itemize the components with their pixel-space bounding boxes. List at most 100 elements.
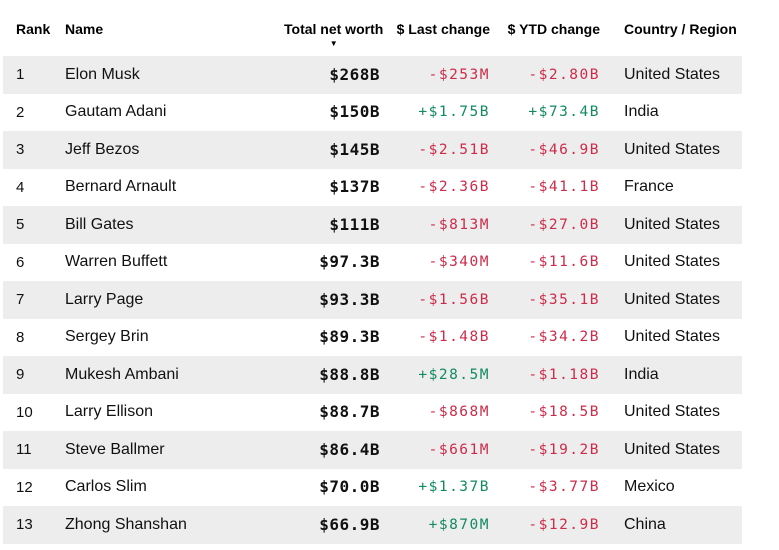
cell-last-change: +$1.75B — [418, 104, 490, 120]
cell-last-change: -$340M — [428, 254, 490, 270]
table-row[interactable]: 13 Zhong Shanshan $66.9B +$870M -$12.9B … — [3, 506, 742, 544]
cell-ytd-change: -$46.9B — [528, 141, 600, 158]
cell-ytd-change: -$3.77B — [528, 479, 600, 495]
cell-net-worth: $111B — [329, 214, 380, 234]
cell-country: United States — [624, 403, 721, 421]
cell-name: Larry Page — [65, 290, 144, 308]
cell-name: Elon Musk — [65, 65, 140, 83]
cell-rank: 6 — [16, 253, 25, 271]
cell-rank: 7 — [16, 291, 25, 309]
table-header: Rank Name Total net worth ▼ $ Last chang… — [3, 0, 742, 56]
cell-country: India — [624, 103, 659, 121]
cell-rank: 2 — [16, 103, 25, 121]
cell-rank: 3 — [16, 141, 25, 159]
cell-name: Zhong Shanshan — [65, 515, 187, 533]
cell-rank: 11 — [16, 441, 32, 459]
table-row[interactable]: 7 Larry Page $93.3B -$1.56B -$35.1B Unit… — [3, 281, 742, 319]
table-row[interactable]: 4 Bernard Arnault $137B -$2.36B -$41.1B … — [3, 168, 742, 206]
cell-name: Sergey Brin — [65, 328, 149, 346]
cell-name: Gautam Adani — [65, 103, 167, 121]
cell-country: United States — [624, 328, 721, 346]
column-header-net-worth-label: Total net worth — [284, 21, 384, 37]
sort-desc-icon: ▼ — [329, 39, 338, 48]
cell-ytd-change: -$12.9B — [528, 516, 600, 533]
cell-net-worth: $88.7B — [319, 402, 380, 422]
cell-net-worth: $145B — [329, 139, 380, 159]
billionaires-table: Rank Name Total net worth ▼ $ Last chang… — [3, 0, 742, 544]
cell-ytd-change: -$18.5B — [528, 404, 600, 420]
table-row[interactable]: 6 Warren Buffett $97.3B -$340M -$11.6B U… — [3, 243, 742, 281]
cell-name: Steve Ballmer — [65, 440, 165, 458]
cell-country: United States — [624, 253, 721, 271]
cell-country: United States — [624, 215, 721, 233]
cell-ytd-change: -$35.1B — [528, 291, 600, 308]
cell-rank: 1 — [16, 66, 25, 84]
cell-last-change: -$2.51B — [418, 141, 490, 158]
table-row[interactable]: 12 Carlos Slim $70.0B +$1.37B -$3.77B Me… — [3, 468, 742, 506]
table-row[interactable]: 10 Larry Ellison $88.7B -$868M -$18.5B U… — [3, 393, 742, 431]
column-header-ytd-change[interactable]: $ YTD change — [507, 21, 600, 37]
cell-last-change: -$1.48B — [418, 329, 490, 345]
table-row[interactable]: 11 Steve Ballmer $86.4B -$661M -$19.2B U… — [3, 431, 742, 469]
cell-net-worth: $66.9B — [319, 514, 380, 534]
cell-last-change: -$1.56B — [418, 291, 490, 308]
cell-ytd-change: -$34.2B — [528, 329, 600, 345]
column-header-last-change[interactable]: $ Last change — [396, 21, 490, 37]
cell-ytd-change: -$1.18B — [528, 366, 600, 383]
cell-net-worth: $137B — [329, 177, 380, 197]
cell-last-change: -$813M — [428, 216, 490, 233]
cell-net-worth: $150B — [329, 102, 380, 122]
cell-country: Mexico — [624, 478, 675, 496]
table-row[interactable]: 2 Gautam Adani $150B +$1.75B +$73.4B Ind… — [3, 93, 742, 131]
cell-net-worth: $89.3B — [319, 327, 380, 347]
cell-name: Carlos Slim — [65, 478, 147, 496]
cell-last-change: +$1.37B — [418, 479, 490, 495]
cell-name: Larry Ellison — [65, 403, 154, 421]
table-row[interactable]: 3 Jeff Bezos $145B -$2.51B -$46.9B Unite… — [3, 131, 742, 169]
cell-ytd-change: -$41.1B — [528, 179, 600, 195]
cell-name: Warren Buffett — [65, 253, 168, 271]
cell-net-worth: $88.8B — [319, 364, 380, 384]
cell-last-change: +$870M — [428, 516, 490, 533]
cell-last-change: -$253M — [428, 66, 490, 83]
cell-rank: 8 — [16, 328, 25, 346]
cell-last-change: -$661M — [428, 441, 490, 458]
cell-rank: 9 — [16, 366, 25, 384]
cell-ytd-change: -$11.6B — [528, 254, 600, 270]
cell-net-worth: $70.0B — [319, 477, 380, 497]
cell-country: India — [624, 365, 659, 383]
cell-country: United States — [624, 290, 721, 308]
cell-last-change: -$868M — [428, 404, 490, 420]
cell-rank: 5 — [16, 216, 25, 234]
cell-ytd-change: -$27.0B — [528, 216, 600, 233]
column-header-country[interactable]: Country / Region — [624, 21, 737, 37]
table-row[interactable]: 1 Elon Musk $268B -$253M -$2.80B United … — [3, 56, 742, 94]
cell-country: United States — [624, 440, 721, 458]
cell-name: Mukesh Ambani — [65, 365, 179, 383]
table-body: 1 Elon Musk $268B -$253M -$2.80B United … — [3, 56, 742, 544]
cell-name: Bernard Arnault — [65, 178, 177, 196]
cell-name: Bill Gates — [65, 215, 134, 233]
cell-last-change: -$2.36B — [418, 179, 490, 195]
table-row[interactable]: 5 Bill Gates $111B -$813M -$27.0B United… — [3, 206, 742, 244]
table-row[interactable]: 9 Mukesh Ambani $88.8B +$28.5M -$1.18B I… — [3, 356, 742, 394]
cell-country: United States — [624, 140, 721, 158]
column-header-name[interactable]: Name — [65, 21, 104, 37]
cell-ytd-change: +$73.4B — [528, 104, 600, 120]
table-row[interactable]: 8 Sergey Brin $89.3B -$1.48B -$34.2B Uni… — [3, 318, 742, 356]
cell-net-worth: $86.4B — [319, 439, 380, 459]
cell-rank: 13 — [16, 516, 33, 534]
cell-net-worth: $268B — [329, 64, 380, 84]
cell-rank: 4 — [16, 178, 25, 196]
column-header-net-worth[interactable]: Total net worth ▼ — [284, 21, 384, 48]
cell-rank: 10 — [16, 403, 33, 421]
cell-name: Jeff Bezos — [65, 140, 140, 158]
cell-rank: 12 — [16, 478, 33, 496]
column-header-rank[interactable]: Rank — [16, 21, 51, 37]
cell-ytd-change: -$2.80B — [528, 66, 600, 83]
cell-net-worth: $97.3B — [319, 252, 380, 272]
cell-country: United States — [624, 65, 721, 83]
cell-ytd-change: -$19.2B — [528, 441, 600, 458]
cell-country: France — [624, 178, 674, 196]
cell-last-change: +$28.5M — [418, 366, 490, 383]
